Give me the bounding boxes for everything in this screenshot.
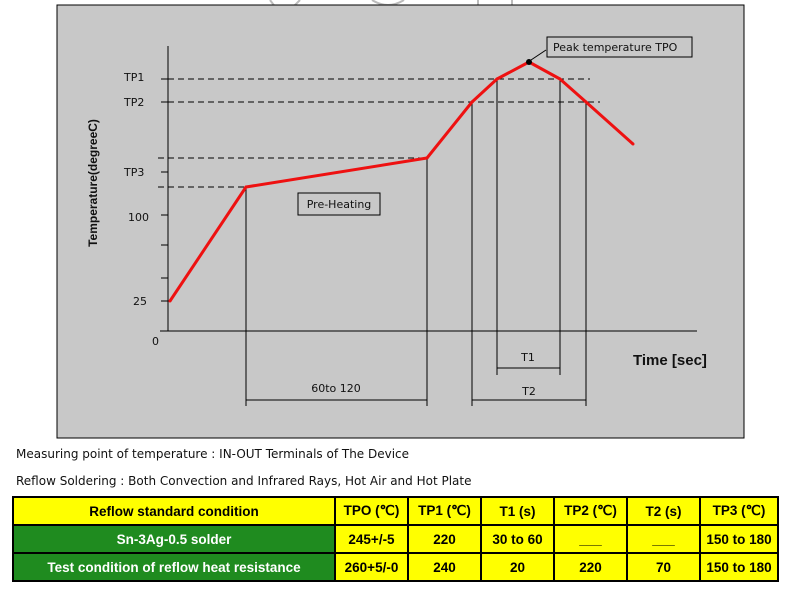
- profile-vertex: [584, 100, 588, 104]
- t2-label: T2: [521, 385, 536, 398]
- t1-label: T1: [520, 351, 535, 364]
- row-label: Test condition of reflow heat resistance: [12, 552, 336, 582]
- header-tp3: TP3 (℃): [699, 496, 779, 526]
- header-tpo: TPO (℃): [334, 496, 409, 526]
- header-t2: T2 (s): [626, 496, 701, 526]
- reflow-conditions-table: Reflow standard condition TPO (℃) TP1 (℃…: [12, 496, 779, 582]
- preheat-label: Pre-Heating: [307, 198, 372, 211]
- cell-tp1: 220: [407, 524, 482, 554]
- profile-vertex: [495, 77, 499, 81]
- y-tick-0: 0: [152, 335, 159, 348]
- profile-vertex: [168, 299, 172, 303]
- header-t1: T1 (s): [480, 496, 555, 526]
- row-label: Sn-3Ag-0.5 solder: [12, 524, 336, 554]
- table-header-row: Reflow standard condition TPO (℃) TP1 (℃…: [12, 496, 779, 526]
- profile-vertex: [244, 185, 248, 189]
- cell-t2: ___: [626, 524, 701, 554]
- cell-tp2: ___: [553, 524, 628, 554]
- profile-vertex: [425, 156, 429, 160]
- table-row: Test condition of reflow heat resistance…: [12, 552, 779, 582]
- cell-tp1: 240: [407, 552, 482, 582]
- cell-tp2: 220: [553, 552, 628, 582]
- peak-callout-label: Peak temperature TPO: [553, 41, 678, 54]
- cell-t1: 20: [480, 552, 555, 582]
- peak-point-marker: [526, 59, 532, 65]
- cell-tpo: 260+5/-0: [334, 552, 409, 582]
- profile-vertex: [631, 142, 635, 146]
- reflow-profile-chart: TP1 TP2 TP3 100 25 0 Temperature(degreeC…: [56, 0, 745, 439]
- table-row: Sn-3Ag-0.5 solder 245+/-5 220 30 to 60 _…: [12, 524, 779, 554]
- cell-t1: 30 to 60: [480, 524, 555, 554]
- cell-t2: 70: [626, 552, 701, 582]
- y-tick-25: 25: [133, 295, 147, 308]
- y-axis-title: Temperature(degreeC): [86, 119, 100, 247]
- profile-vertex: [558, 77, 562, 81]
- cell-tp3: 150 to 180: [699, 552, 779, 582]
- y-tick-tp3: TP3: [123, 166, 144, 179]
- profile-vertex: [470, 100, 474, 104]
- header-condition: Reflow standard condition: [12, 496, 336, 526]
- cell-tpo: 245+/-5: [334, 524, 409, 554]
- measuring-point-note: Measuring point of temperature : IN-OUT …: [16, 447, 410, 461]
- header-tp2: TP2 (℃): [553, 496, 628, 526]
- x-axis-title: Time [sec]: [633, 352, 707, 369]
- peak-callout-box: [546, 36, 693, 58]
- reflow-soldering-note: Reflow Soldering : Both Convection and I…: [16, 474, 472, 488]
- preheat-box: [297, 192, 381, 216]
- y-tick-100: 100: [128, 211, 149, 224]
- y-tick-tp2: TP2: [123, 96, 144, 109]
- header-tp1: TP1 (℃): [407, 496, 482, 526]
- peak-callout-leader: [530, 49, 547, 61]
- preheat-range-label: 60to 120: [311, 382, 361, 395]
- y-tick-tp1: TP1: [123, 71, 144, 84]
- plot-background: [56, 4, 745, 439]
- cell-tp3: 150 to 180: [699, 524, 779, 554]
